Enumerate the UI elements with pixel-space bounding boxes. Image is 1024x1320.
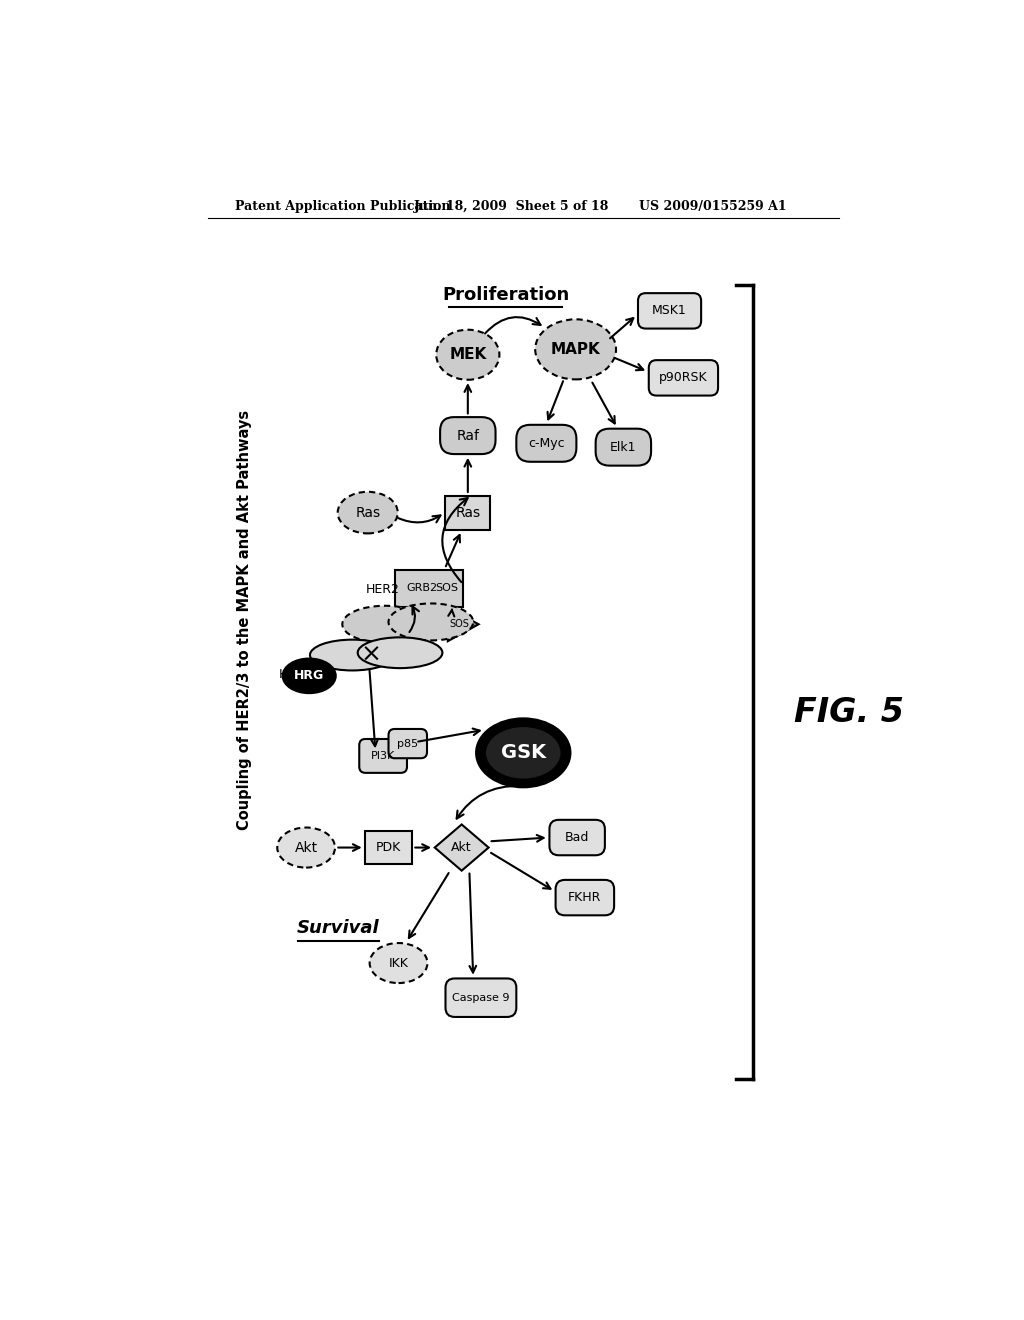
Ellipse shape: [357, 638, 442, 668]
Ellipse shape: [478, 721, 568, 785]
FancyBboxPatch shape: [596, 429, 651, 466]
Text: US 2009/0155259 A1: US 2009/0155259 A1: [639, 199, 786, 213]
Text: MSK1: MSK1: [652, 305, 687, 317]
Ellipse shape: [388, 603, 473, 640]
Text: Patent Application Publication: Patent Application Publication: [234, 199, 450, 213]
Text: Proliferation: Proliferation: [442, 286, 569, 305]
Text: p85: p85: [397, 739, 419, 748]
Bar: [445, 496, 490, 529]
Text: Raf: Raf: [457, 429, 479, 442]
Text: FIG. 5: FIG. 5: [795, 697, 904, 729]
Ellipse shape: [370, 942, 427, 983]
Text: Bad: Bad: [565, 832, 590, 843]
Text: Elk1: Elk1: [610, 441, 637, 454]
Text: MAPK: MAPK: [551, 342, 600, 356]
Text: SOS: SOS: [450, 619, 469, 630]
Text: HER2: HER2: [367, 583, 400, 597]
Text: Jun. 18, 2009  Sheet 5 of 18: Jun. 18, 2009 Sheet 5 of 18: [414, 199, 609, 213]
Text: SOS: SOS: [435, 583, 458, 593]
Text: IKK: IKK: [388, 957, 409, 970]
FancyBboxPatch shape: [649, 360, 718, 396]
Text: Survival: Survival: [297, 920, 380, 937]
Text: GRB2: GRB2: [407, 583, 437, 593]
Text: HRG: HRG: [294, 669, 325, 682]
Ellipse shape: [338, 492, 397, 533]
Text: Coupling of HER2/3 to the MAPK and Akt Pathways: Coupling of HER2/3 to the MAPK and Akt P…: [237, 411, 252, 830]
FancyBboxPatch shape: [556, 880, 614, 915]
Text: p90RSK: p90RSK: [659, 371, 708, 384]
Polygon shape: [447, 607, 478, 642]
Text: Ras: Ras: [456, 506, 480, 520]
Ellipse shape: [536, 319, 616, 379]
Polygon shape: [435, 825, 488, 871]
Ellipse shape: [486, 727, 560, 777]
FancyBboxPatch shape: [516, 425, 577, 462]
Ellipse shape: [310, 640, 394, 671]
Text: Caspase 9: Caspase 9: [453, 993, 510, 1003]
FancyBboxPatch shape: [550, 820, 605, 855]
Text: MEK: MEK: [450, 347, 486, 362]
FancyBboxPatch shape: [638, 293, 701, 329]
Text: GSK: GSK: [501, 743, 546, 763]
Text: PI3K: PI3K: [371, 751, 395, 760]
Text: Akt: Akt: [295, 841, 317, 854]
FancyBboxPatch shape: [445, 978, 516, 1016]
Bar: [395, 570, 463, 607]
Text: Akt: Akt: [452, 841, 472, 854]
Text: HER3: HER3: [280, 668, 313, 681]
Text: FKHR: FKHR: [568, 891, 601, 904]
FancyBboxPatch shape: [359, 739, 407, 774]
Bar: [365, 830, 413, 865]
Ellipse shape: [283, 659, 336, 693]
Text: Ras: Ras: [355, 506, 380, 520]
Ellipse shape: [436, 330, 500, 380]
Text: PDK: PDK: [376, 841, 401, 854]
FancyBboxPatch shape: [440, 417, 496, 454]
Text: ×: ×: [360, 643, 381, 667]
Ellipse shape: [342, 606, 427, 643]
FancyBboxPatch shape: [388, 729, 427, 758]
Ellipse shape: [278, 828, 335, 867]
Text: c-Myc: c-Myc: [528, 437, 564, 450]
